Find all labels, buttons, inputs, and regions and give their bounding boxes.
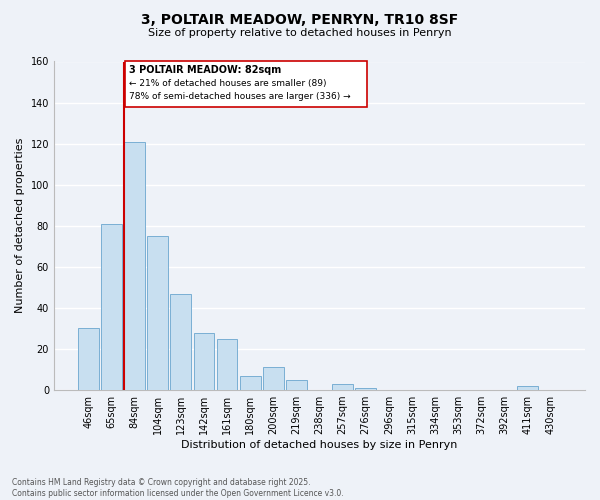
X-axis label: Distribution of detached houses by size in Penryn: Distribution of detached houses by size … — [181, 440, 458, 450]
Bar — [355, 388, 376, 390]
Bar — [194, 332, 214, 390]
Bar — [332, 384, 353, 390]
Bar — [124, 142, 145, 390]
Bar — [148, 236, 168, 390]
Bar — [517, 386, 538, 390]
Bar — [286, 380, 307, 390]
Text: ← 21% of detached houses are smaller (89): ← 21% of detached houses are smaller (89… — [129, 79, 326, 88]
Text: Contains HM Land Registry data © Crown copyright and database right 2025.
Contai: Contains HM Land Registry data © Crown c… — [12, 478, 344, 498]
Text: Size of property relative to detached houses in Penryn: Size of property relative to detached ho… — [148, 28, 452, 38]
Text: 3, POLTAIR MEADOW, PENRYN, TR10 8SF: 3, POLTAIR MEADOW, PENRYN, TR10 8SF — [142, 12, 458, 26]
Text: 78% of semi-detached houses are larger (336) →: 78% of semi-detached houses are larger (… — [129, 92, 350, 102]
Bar — [101, 224, 122, 390]
Bar — [125, 62, 367, 106]
Y-axis label: Number of detached properties: Number of detached properties — [15, 138, 25, 314]
Bar — [170, 294, 191, 390]
Bar — [78, 328, 99, 390]
Bar — [240, 376, 260, 390]
Bar — [263, 368, 284, 390]
Bar — [217, 338, 238, 390]
Text: 3 POLTAIR MEADOW: 82sqm: 3 POLTAIR MEADOW: 82sqm — [129, 64, 281, 74]
